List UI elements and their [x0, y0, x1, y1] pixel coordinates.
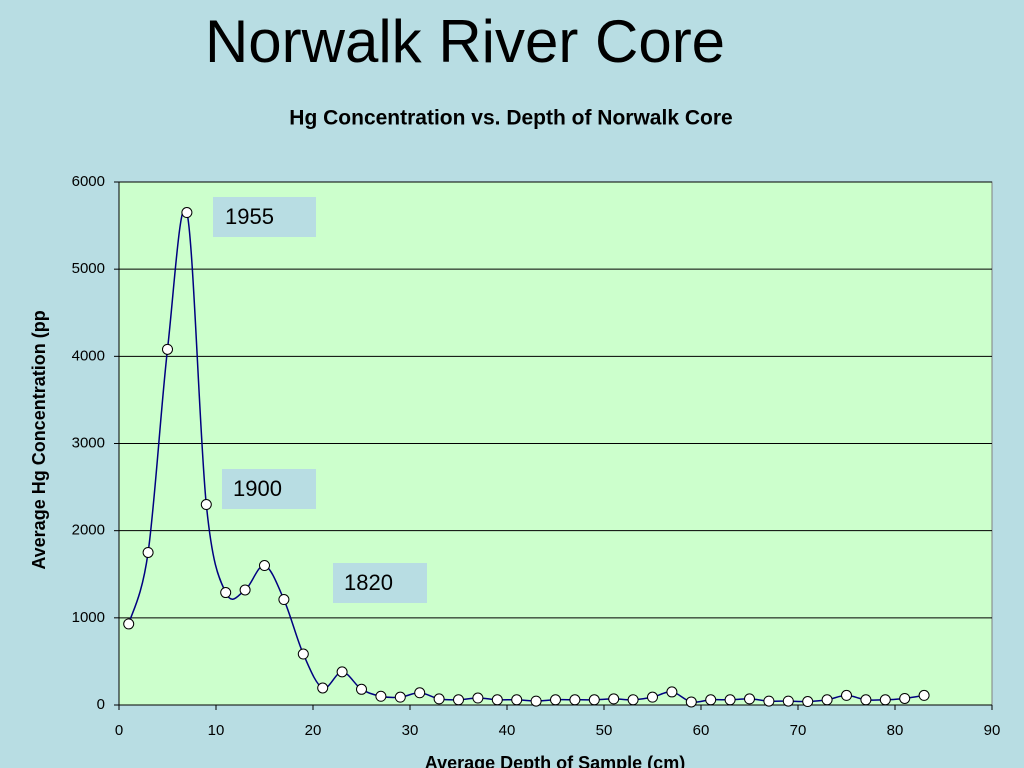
data-point [918, 689, 930, 701]
data-point [297, 648, 309, 660]
y-axis-label: Average Hg Concentration (pp [29, 310, 49, 569]
data-point [860, 694, 872, 706]
annotation-box [213, 197, 316, 237]
annotation-box [222, 469, 316, 509]
data-point [666, 686, 678, 698]
y-tick-label: 3000 [72, 434, 105, 451]
y-tick-label: 2000 [72, 522, 105, 539]
data-point [550, 694, 561, 706]
data-point [685, 696, 697, 708]
chart-title: Hg Concentration vs. Depth of Norwalk Co… [289, 107, 732, 130]
y-tick-label: 5000 [72, 260, 105, 277]
data-point [162, 343, 173, 355]
data-point [414, 687, 426, 699]
y-tick-label: 1000 [72, 609, 105, 626]
x-tick-label: 40 [499, 722, 516, 739]
data-point [724, 694, 736, 706]
annotation: 1955 [225, 204, 274, 229]
data-point [647, 691, 658, 703]
annotation: 1900 [233, 476, 282, 501]
data-point [782, 695, 794, 707]
data-point [627, 694, 639, 706]
data-point [899, 692, 911, 704]
x-tick-label: 0 [115, 722, 123, 739]
data-point [744, 693, 755, 705]
x-tick-label: 50 [596, 722, 613, 739]
data-point [394, 691, 406, 703]
annotation-box [333, 563, 427, 603]
data-point [375, 690, 387, 702]
y-tick-label: 6000 [72, 173, 105, 190]
x-tick-label: 10 [208, 722, 225, 739]
data-point [821, 694, 833, 706]
data-point [705, 694, 717, 706]
x-tick-label: 30 [402, 722, 419, 739]
data-point [278, 594, 290, 606]
x-tick-label: 90 [984, 722, 1001, 739]
annotation: 1820 [344, 570, 393, 595]
data-point [569, 694, 581, 706]
data-point [239, 584, 251, 596]
data-point [530, 695, 542, 707]
plot: 0 1000 2000 3000 4000 5000 6000 0 10 20 30 40 50 60 70… [72, 173, 1001, 739]
data-point [123, 618, 135, 630]
data-point [336, 666, 348, 678]
data-point [802, 696, 814, 708]
data-point [472, 692, 484, 704]
x-axis-label: Average Depth of Sample (cm) [425, 753, 685, 768]
data-point [200, 499, 212, 511]
x-tick-label: 20 [305, 722, 322, 739]
y-tick-label: 4000 [72, 347, 105, 364]
data-point [511, 694, 523, 706]
data-point [181, 207, 193, 219]
data-point [608, 693, 620, 705]
y-tick-label: 0 [97, 696, 105, 713]
data-point [763, 695, 775, 707]
data-point [356, 683, 367, 695]
data-point [259, 560, 270, 572]
data-point [220, 587, 232, 599]
data-point [841, 689, 852, 701]
data-point [453, 694, 464, 706]
data-point [317, 682, 329, 694]
x-tick-label: 60 [693, 722, 710, 739]
data-point [142, 546, 154, 558]
slide-title: Norwalk River Core [205, 8, 725, 75]
x-tick-label: 80 [887, 722, 904, 739]
data-point [491, 694, 503, 706]
x-tick-label: 70 [790, 722, 807, 739]
data-point [588, 694, 600, 706]
data-point [879, 694, 891, 706]
data-point [433, 693, 445, 705]
